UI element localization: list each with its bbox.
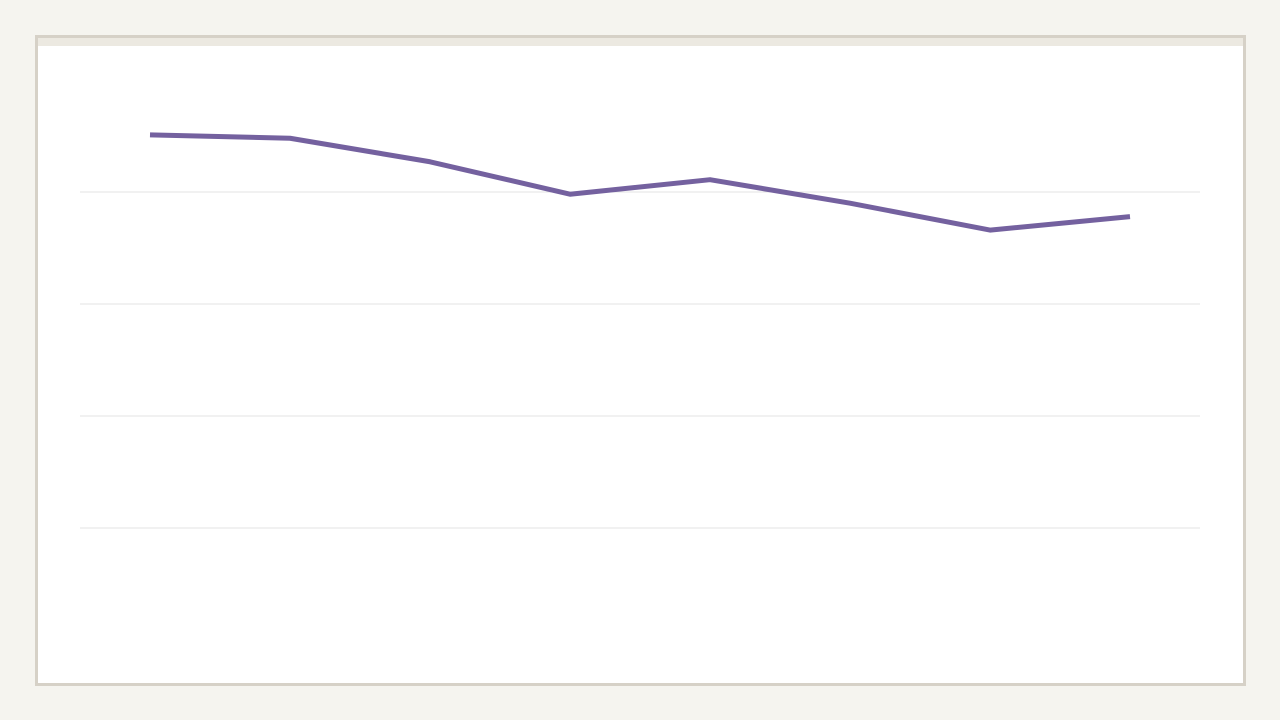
data-line [149,132,1131,233]
chart-card [35,35,1246,686]
card-header-strip [38,38,1243,46]
